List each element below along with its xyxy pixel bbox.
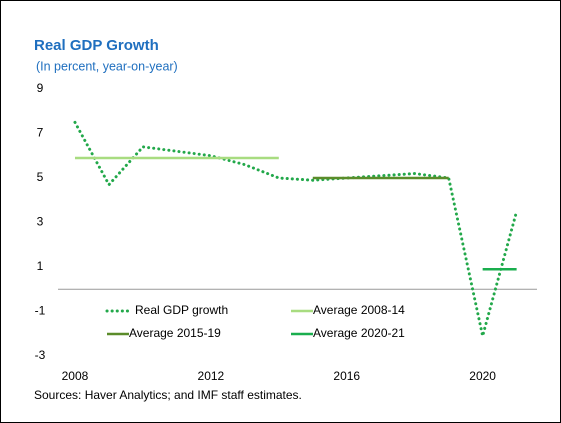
legend-label: Real GDP growth [135,303,228,317]
y-tick-label: 1 [37,259,44,273]
legend-label: Average 2015-19 [129,326,221,340]
x-tick-label: 2020 [469,369,496,383]
y-tick-label: -3 [35,348,46,362]
x-tick-label: 2008 [62,369,89,383]
y-tick-label: 5 [37,170,44,184]
chart-title: Real GDP Growth [34,37,159,54]
legend-label: Average 2008-14 [313,303,405,317]
y-tick-label: 3 [37,215,44,229]
y-tick-label: -1 [35,304,46,318]
chart-subtitle: (In percent, year-on-year) [36,59,178,73]
x-tick-label: 2016 [333,369,360,383]
source-note: Sources: Haver Analytics; and IMF staff … [34,388,302,402]
y-tick-label: 9 [37,81,44,95]
legend-label: Average 2020-21 [313,326,405,340]
y-tick-label: 7 [37,126,44,140]
series-line [73,120,519,337]
x-tick-label: 2012 [198,369,225,383]
